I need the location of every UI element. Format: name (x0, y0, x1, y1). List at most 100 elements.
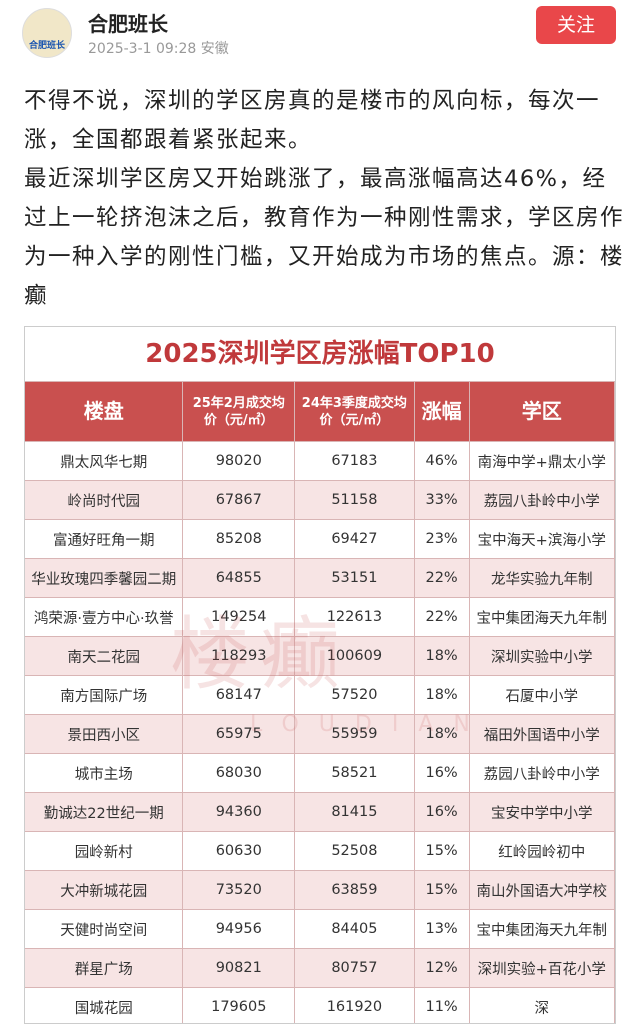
table-cell: 118293 (183, 637, 296, 675)
table-cell: 勤诚达22世纪一期 (25, 793, 184, 831)
table-cell: 46% (415, 442, 470, 480)
table-cell: 23% (415, 520, 470, 558)
table-cell: 富通好旺角一期 (25, 520, 184, 558)
table-cell: 15% (415, 832, 470, 870)
table-cell: 60630 (183, 832, 296, 870)
table-cell: 荔园八卦岭中小学 (470, 481, 615, 519)
table-cell: 63859 (295, 871, 415, 909)
table-cell: 南海中学+鼎太小学 (470, 442, 615, 480)
table-body: 鼎太风华七期 98020 67183 46% 南海中学+鼎太小学 岭尚时代园 67867 51… (25, 441, 615, 1023)
table-cell: 宝中集团海天九年制 (470, 598, 615, 636)
table-cell: 天健时尚空间 (25, 910, 184, 948)
table-cell: 161920 (295, 988, 415, 1023)
table-row: 南天二花园 118293 100609 18% 深圳实验中小学 (25, 636, 615, 675)
table-title: 2025深圳学区房涨幅TOP10 (25, 327, 615, 381)
table-cell: 67867 (183, 481, 296, 519)
watermark-sub: LOUDIAN (250, 712, 490, 737)
table-cell: 18% (415, 637, 470, 675)
avatar[interactable]: 合肥班长 (22, 8, 72, 58)
table-cell: 33% (415, 481, 470, 519)
header-cell: 24年3季度成交均价（元/㎡） (295, 382, 415, 441)
table-cell: 18% (415, 715, 470, 753)
table-cell: 福田外国语中小学 (470, 715, 615, 753)
table-cell: 55959 (295, 715, 415, 753)
table-row: 富通好旺角一期 85208 69427 23% 宝中海天+滨海小学 (25, 519, 615, 558)
table-cell: 鸿荣源·壹方中心·玖誉 (25, 598, 184, 636)
table-row: 华业玫瑰四季馨园二期 64855 53151 22% 龙华实验九年制 (25, 558, 615, 597)
table-cell: 12% (415, 949, 470, 987)
table-cell: 64855 (183, 559, 296, 597)
table-cell: 149254 (183, 598, 296, 636)
author-name[interactable]: 合肥班长 (88, 12, 168, 36)
paragraph: 不得不说，深圳的学区房真的是楼市的风向标，每次一涨，全国都跟着紧张起来。 (24, 88, 601, 153)
table-row: 南方国际广场 68147 57520 18% 石厦中小学 (25, 675, 615, 714)
table-cell: 深圳实验中小学 (470, 637, 615, 675)
post-text: 不得不说，深圳的学区房真的是楼市的风向标，每次一涨，全国都跟着紧张起来。 最近深… (24, 82, 624, 316)
table-cell: 22% (415, 559, 470, 597)
table-cell: 宝中海天+滨海小学 (470, 520, 615, 558)
table-cell: 65975 (183, 715, 296, 753)
table-cell: 龙华实验九年制 (470, 559, 615, 597)
table-row: 景田西小区 65975 55959 18% 福田外国语中小学 (25, 714, 615, 753)
table-cell: 122613 (295, 598, 415, 636)
table-cell: 岭尚时代园 (25, 481, 184, 519)
table-row: 城市主场 68030 58521 16% 荔园八卦岭中小学 (25, 753, 615, 792)
table-cell: 18% (415, 676, 470, 714)
table-cell: 67183 (295, 442, 415, 480)
table-cell: 红岭园岭初中 (470, 832, 615, 870)
table-cell: 90821 (183, 949, 296, 987)
table-cell: 13% (415, 910, 470, 948)
table-cell: 52508 (295, 832, 415, 870)
paragraph: 最近深圳学区房又开始跳涨了，最高涨幅高达46%，经过上一轮挤泡沫之后，教育作为一… (24, 166, 625, 309)
table-row: 园岭新村 60630 52508 15% 红岭园岭初中 (25, 831, 615, 870)
table-cell: 16% (415, 793, 470, 831)
table-cell: 城市主场 (25, 754, 184, 792)
table-cell: 69427 (295, 520, 415, 558)
table-cell: 华业玫瑰四季馨园二期 (25, 559, 184, 597)
table-cell: 15% (415, 871, 470, 909)
table-cell: 100609 (295, 637, 415, 675)
table-row: 鼎太风华七期 98020 67183 46% 南海中学+鼎太小学 (25, 441, 615, 480)
table-cell: 荔园八卦岭中小学 (470, 754, 615, 792)
watermark: 楼癫 (170, 608, 350, 701)
table-cell: 群星广场 (25, 949, 184, 987)
table-cell: 85208 (183, 520, 296, 558)
table-cell: 宝中集团海天九年制 (470, 910, 615, 948)
table-row: 大冲新城花园 73520 63859 15% 南山外国语大冲学校 (25, 870, 615, 909)
table-cell: 园岭新村 (25, 832, 184, 870)
table-cell: 11% (415, 988, 470, 1023)
table-cell: 57520 (295, 676, 415, 714)
follow-button[interactable]: 关注 (536, 6, 616, 44)
table-cell: 景田西小区 (25, 715, 184, 753)
post-meta: 2025-3-1 09:28 安徽 (88, 41, 229, 57)
table-cell: 宝安中学中小学 (470, 793, 615, 831)
table-row: 天健时尚空间 94956 84405 13% 宝中集团海天九年制 (25, 909, 615, 948)
header-cell: 楼盘 (25, 382, 184, 441)
table-cell: 南山外国语大冲学校 (470, 871, 615, 909)
table-cell: 石厦中小学 (470, 676, 615, 714)
table-row: 群星广场 90821 80757 12% 深圳实验+百花小学 (25, 948, 615, 987)
table-cell: 179605 (183, 988, 296, 1023)
header-row: 楼盘 25年2月成交均价（元/㎡） 24年3季度成交均价（元/㎡） 涨幅 学区 (25, 381, 615, 441)
table-image[interactable]: 2025深圳学区房涨幅TOP10 楼盘 25年2月成交均价（元/㎡） 24年3季度成… (24, 326, 616, 1024)
table-cell: 84405 (295, 910, 415, 948)
table-cell: 深 (470, 988, 615, 1023)
table-cell: 73520 (183, 871, 296, 909)
table-cell: 南天二花园 (25, 637, 184, 675)
header-cell: 涨幅 (415, 382, 470, 441)
table-cell: 94956 (183, 910, 296, 948)
table-cell: 98020 (183, 442, 296, 480)
table-cell: 53151 (295, 559, 415, 597)
table-cell: 南方国际广场 (25, 676, 184, 714)
header-cell: 学区 (470, 382, 615, 441)
table-cell: 51158 (295, 481, 415, 519)
table-cell: 58521 (295, 754, 415, 792)
table-cell: 94360 (183, 793, 296, 831)
table-row: 勤诚达22世纪一期 94360 81415 16% 宝安中学中小学 (25, 792, 615, 831)
table-row: 岭尚时代园 67867 51158 33% 荔园八卦岭中小学 (25, 480, 615, 519)
table-cell: 鼎太风华七期 (25, 442, 184, 480)
header-cell: 25年2月成交均价（元/㎡） (183, 382, 296, 441)
table-cell: 68030 (183, 754, 296, 792)
table-cell: 68147 (183, 676, 296, 714)
